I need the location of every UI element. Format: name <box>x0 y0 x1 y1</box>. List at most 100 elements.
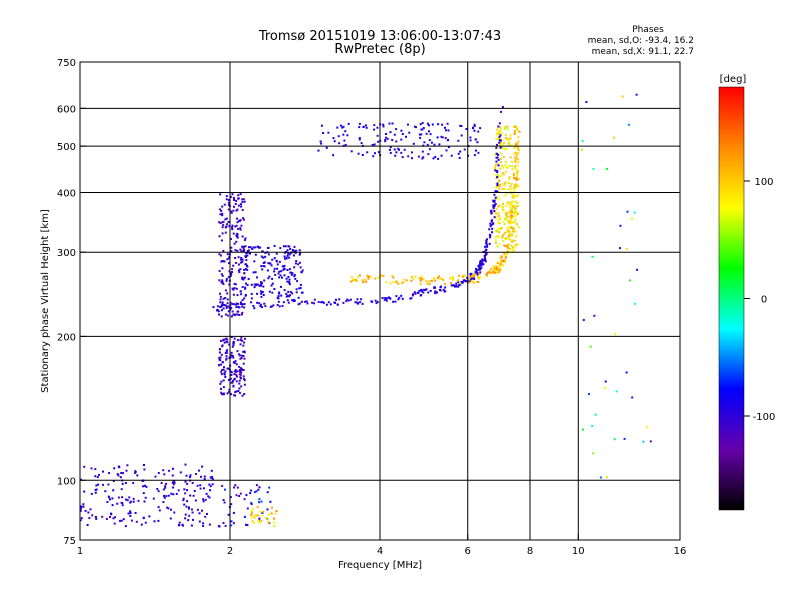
data-point <box>246 507 249 510</box>
data-point <box>250 510 253 513</box>
data-point <box>241 394 244 397</box>
data-point <box>234 313 237 316</box>
data-point <box>234 360 237 363</box>
data-point <box>222 386 225 389</box>
data-point <box>107 495 110 498</box>
data-point <box>414 275 417 278</box>
data-point <box>512 205 515 208</box>
data-point <box>219 292 221 295</box>
data-point <box>499 143 501 146</box>
data-point <box>246 264 248 267</box>
data-point <box>164 485 167 488</box>
data-point <box>320 142 323 145</box>
data-point <box>260 514 263 517</box>
data-point <box>243 268 246 271</box>
data-point <box>606 167 608 170</box>
data-point <box>223 372 226 375</box>
data-point <box>505 166 508 169</box>
data-point <box>373 124 376 127</box>
data-point <box>513 239 516 242</box>
data-point <box>134 470 137 473</box>
data-point <box>273 288 276 290</box>
data-point <box>233 377 236 380</box>
data-point <box>209 485 212 488</box>
data-point <box>498 198 501 201</box>
data-point <box>220 304 223 307</box>
data-point <box>243 303 246 306</box>
data-point <box>221 301 224 304</box>
data-point <box>477 268 480 271</box>
data-point <box>502 239 505 242</box>
data-point <box>157 519 160 522</box>
data-point <box>332 137 335 140</box>
data-point <box>458 284 460 287</box>
data-point <box>242 350 245 353</box>
data-point <box>128 496 131 499</box>
data-point <box>470 273 472 276</box>
data-point <box>242 362 245 365</box>
data-point <box>210 469 213 472</box>
data-point <box>226 341 229 344</box>
data-point <box>395 151 398 154</box>
data-point <box>502 156 505 158</box>
data-point <box>511 160 513 163</box>
data-point <box>230 351 233 354</box>
data-point <box>439 289 442 292</box>
data-point <box>497 235 500 237</box>
data-point <box>444 126 446 129</box>
data-point <box>226 349 229 352</box>
data-point <box>143 464 145 466</box>
data-point <box>282 245 285 248</box>
data-point <box>248 246 250 249</box>
data-point <box>243 377 245 380</box>
data-point <box>498 270 501 273</box>
data-point <box>218 253 221 256</box>
data-point <box>199 484 202 487</box>
data-point <box>241 235 244 238</box>
data-point <box>132 500 135 503</box>
data-point <box>516 171 519 174</box>
data-point <box>293 299 296 302</box>
y-tick-label: 750 <box>57 58 76 69</box>
data-point <box>220 273 223 276</box>
data-point <box>342 133 345 136</box>
data-point <box>227 201 230 204</box>
data-point <box>246 284 249 287</box>
data-point <box>623 437 626 440</box>
data-point <box>452 278 454 281</box>
data-point <box>189 474 192 477</box>
data-point <box>512 172 515 175</box>
data-point <box>456 279 459 282</box>
data-point <box>172 493 175 496</box>
data-point <box>172 486 174 489</box>
data-point <box>235 303 238 306</box>
data-point <box>517 178 520 181</box>
data-point <box>458 156 461 159</box>
data-point <box>389 146 392 149</box>
data-point <box>267 513 270 516</box>
data-point <box>517 136 520 139</box>
data-point <box>426 282 429 285</box>
data-point <box>444 286 447 289</box>
data-point <box>259 305 262 308</box>
data-point <box>613 333 616 335</box>
data-point <box>219 382 222 385</box>
data-point <box>137 499 140 502</box>
data-point <box>261 290 264 293</box>
data-point <box>508 176 511 179</box>
data-point <box>513 195 516 198</box>
data-point <box>271 291 274 294</box>
data-point <box>266 491 269 494</box>
data-point <box>335 298 337 301</box>
data-point <box>220 315 223 318</box>
data-point <box>162 501 165 504</box>
data-point <box>412 293 414 296</box>
data-point <box>481 261 484 264</box>
data-point <box>258 521 261 524</box>
data-point <box>224 370 227 373</box>
data-point <box>510 226 513 229</box>
data-point <box>504 164 507 166</box>
data-point <box>506 230 509 233</box>
data-point <box>492 204 495 207</box>
data-point <box>498 129 501 132</box>
